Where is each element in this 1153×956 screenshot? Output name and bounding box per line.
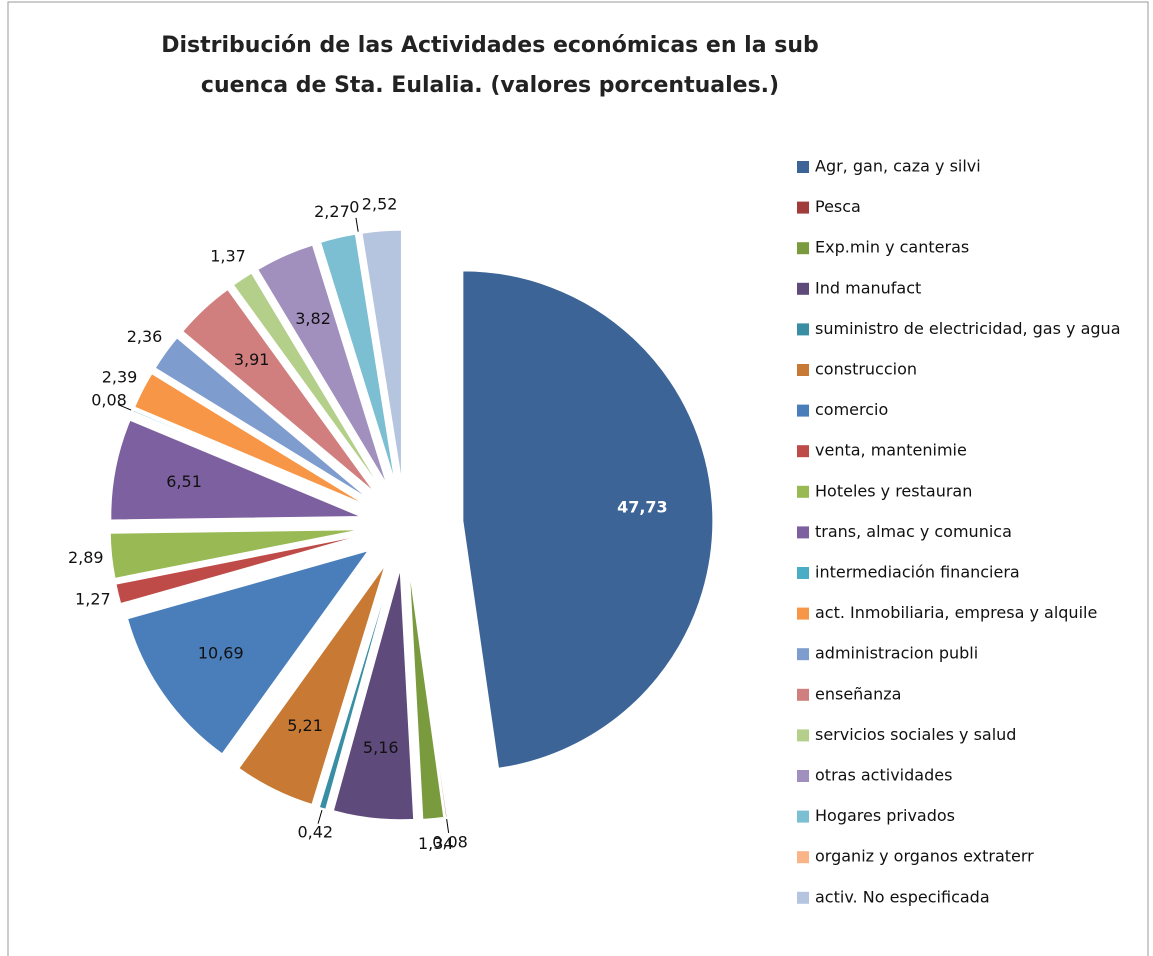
legend-label: otras actividades — [815, 766, 952, 785]
legend-label: Exp.min y canteras — [815, 238, 969, 257]
legend-label: venta, mantenimie — [815, 441, 967, 460]
legend-swatch — [797, 567, 809, 579]
legend-label: activ. No especificada — [815, 887, 990, 906]
data-label: 0,08 — [432, 832, 468, 851]
data-label: 2,36 — [127, 327, 163, 346]
leader-line — [446, 818, 450, 833]
legend-label: act. Inmobiliaria, empresa y alquile — [815, 603, 1097, 622]
legend-swatch — [797, 485, 809, 498]
leader-line — [355, 217, 359, 232]
pie-slice — [332, 569, 415, 821]
legend-swatch — [797, 526, 809, 539]
legend-swatch — [797, 851, 809, 864]
data-label: 0 — [349, 198, 359, 217]
pie-slice — [257, 244, 388, 485]
legend-label: enseñanza — [815, 684, 901, 703]
data-label: 2,27 — [314, 202, 350, 221]
data-label: 2,52 — [362, 195, 398, 214]
pie-slice — [182, 288, 375, 493]
legend-label: Pesca — [815, 197, 861, 216]
pie-slice — [134, 373, 366, 505]
data-label: 2,39 — [102, 368, 138, 387]
pie-slice — [361, 229, 402, 481]
pie-slice — [410, 569, 448, 818]
legend-label: construccion — [815, 360, 917, 379]
legend-label: Hogares privados — [815, 806, 955, 825]
legend-swatch — [797, 688, 809, 701]
legend-swatch — [797, 161, 809, 173]
legend-label: trans, almac y comunica — [815, 522, 1012, 541]
legend-swatch — [797, 648, 809, 661]
chart-title: Distribución de las Actividades económic… — [161, 33, 819, 98]
data-label: 5,21 — [287, 716, 323, 735]
pie-slice — [109, 529, 361, 579]
data-label: 3,91 — [234, 350, 270, 369]
legend-label: Hoteles y restauran — [815, 481, 972, 500]
legend-label: administracion publi — [815, 644, 978, 663]
legend-label: suministro de electricidad, gas y agua — [815, 319, 1121, 338]
legend-label: Ind manufact — [815, 278, 921, 297]
leader-line — [118, 404, 132, 411]
data-label: 1,27 — [75, 589, 111, 608]
legend-swatch — [797, 810, 809, 823]
data-label: 5,16 — [363, 738, 399, 757]
legend-label: comercio — [815, 400, 888, 419]
legend-swatch — [797, 770, 809, 782]
legend-label: organiz y organos extraterr — [815, 847, 1034, 866]
pie-slice — [126, 549, 370, 755]
pie-slice — [462, 270, 714, 769]
legend-swatch — [797, 364, 809, 376]
data-label: 47,73 — [617, 497, 668, 516]
data-label: 6,51 — [166, 472, 202, 491]
pie-slice — [110, 419, 362, 521]
legend-swatch — [797, 323, 809, 336]
chart-border — [7, 1, 1149, 956]
legend-swatch — [797, 891, 809, 904]
legend-swatch — [797, 607, 809, 620]
legend-label: intermediación financiera — [815, 563, 1020, 582]
legend-swatch — [797, 729, 809, 742]
legend-swatch — [797, 242, 809, 255]
legend-swatch — [797, 404, 809, 417]
legend-swatch — [797, 201, 809, 214]
data-label: 0,42 — [297, 823, 333, 842]
pie-slice — [320, 233, 396, 482]
legend-label: servicios sociales y salud — [815, 725, 1016, 744]
pie-slice — [238, 565, 386, 806]
pie-slice — [154, 337, 369, 500]
pie-slice — [232, 272, 381, 488]
legend-swatch — [797, 445, 809, 458]
data-label: 0,08 — [91, 390, 127, 409]
pie-slice — [132, 409, 364, 509]
pie-slice — [318, 568, 393, 810]
pie-slice — [408, 569, 445, 820]
leader-line — [317, 810, 323, 824]
data-label: 10,69 — [198, 644, 244, 663]
legend-label: Agr, gan, caza y silvi — [815, 157, 981, 176]
data-label: 1,37 — [210, 247, 246, 266]
data-label: 1,34 — [418, 834, 454, 853]
legend-swatch — [797, 282, 809, 295]
pie-slice — [358, 233, 399, 481]
data-label: 2,89 — [68, 548, 104, 567]
pie-slice — [115, 535, 362, 605]
data-label: 3,82 — [295, 309, 331, 328]
